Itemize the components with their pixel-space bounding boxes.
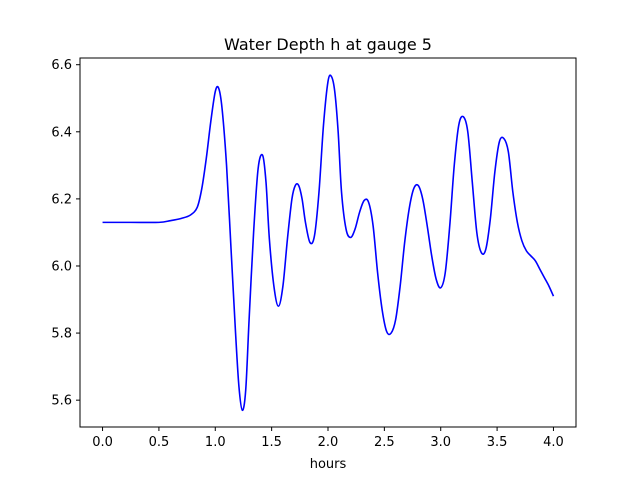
x-tick-label: 1.5	[261, 435, 282, 450]
x-tick-label: 0.0	[92, 435, 113, 450]
y-tick-label: 6.4	[51, 125, 72, 140]
plot-series	[102, 74, 555, 412]
x-tick-label: 4.0	[543, 435, 564, 450]
y-tick-label: 6.6	[51, 58, 72, 73]
x-tick-label: 0.5	[149, 435, 170, 450]
axis-ticks: 0.0 0.5 1.0 1.5 2.0 2.5 3.0 3.5 4.0 5.6 5.8 6.0 6.2 6…	[51, 58, 563, 450]
x-tick-label: 1.0	[205, 435, 226, 450]
y-tick-label: 6.0	[51, 259, 72, 274]
y-tick-label: 5.6	[51, 394, 72, 409]
x-tick-label: 3.5	[487, 435, 508, 450]
series-line-0	[102, 74, 555, 412]
x-tick-label: 2.5	[374, 435, 395, 450]
x-tick-label: 3.0	[430, 435, 451, 450]
chart-title: Water Depth h at gauge 5	[224, 35, 432, 54]
plot-frame	[79, 57, 577, 428]
y-tick-label: 6.2	[51, 192, 72, 207]
x-tick-label: 2.0	[318, 435, 339, 450]
y-tick-label: 5.8	[51, 327, 72, 342]
x-axis-label: hours	[310, 457, 347, 472]
